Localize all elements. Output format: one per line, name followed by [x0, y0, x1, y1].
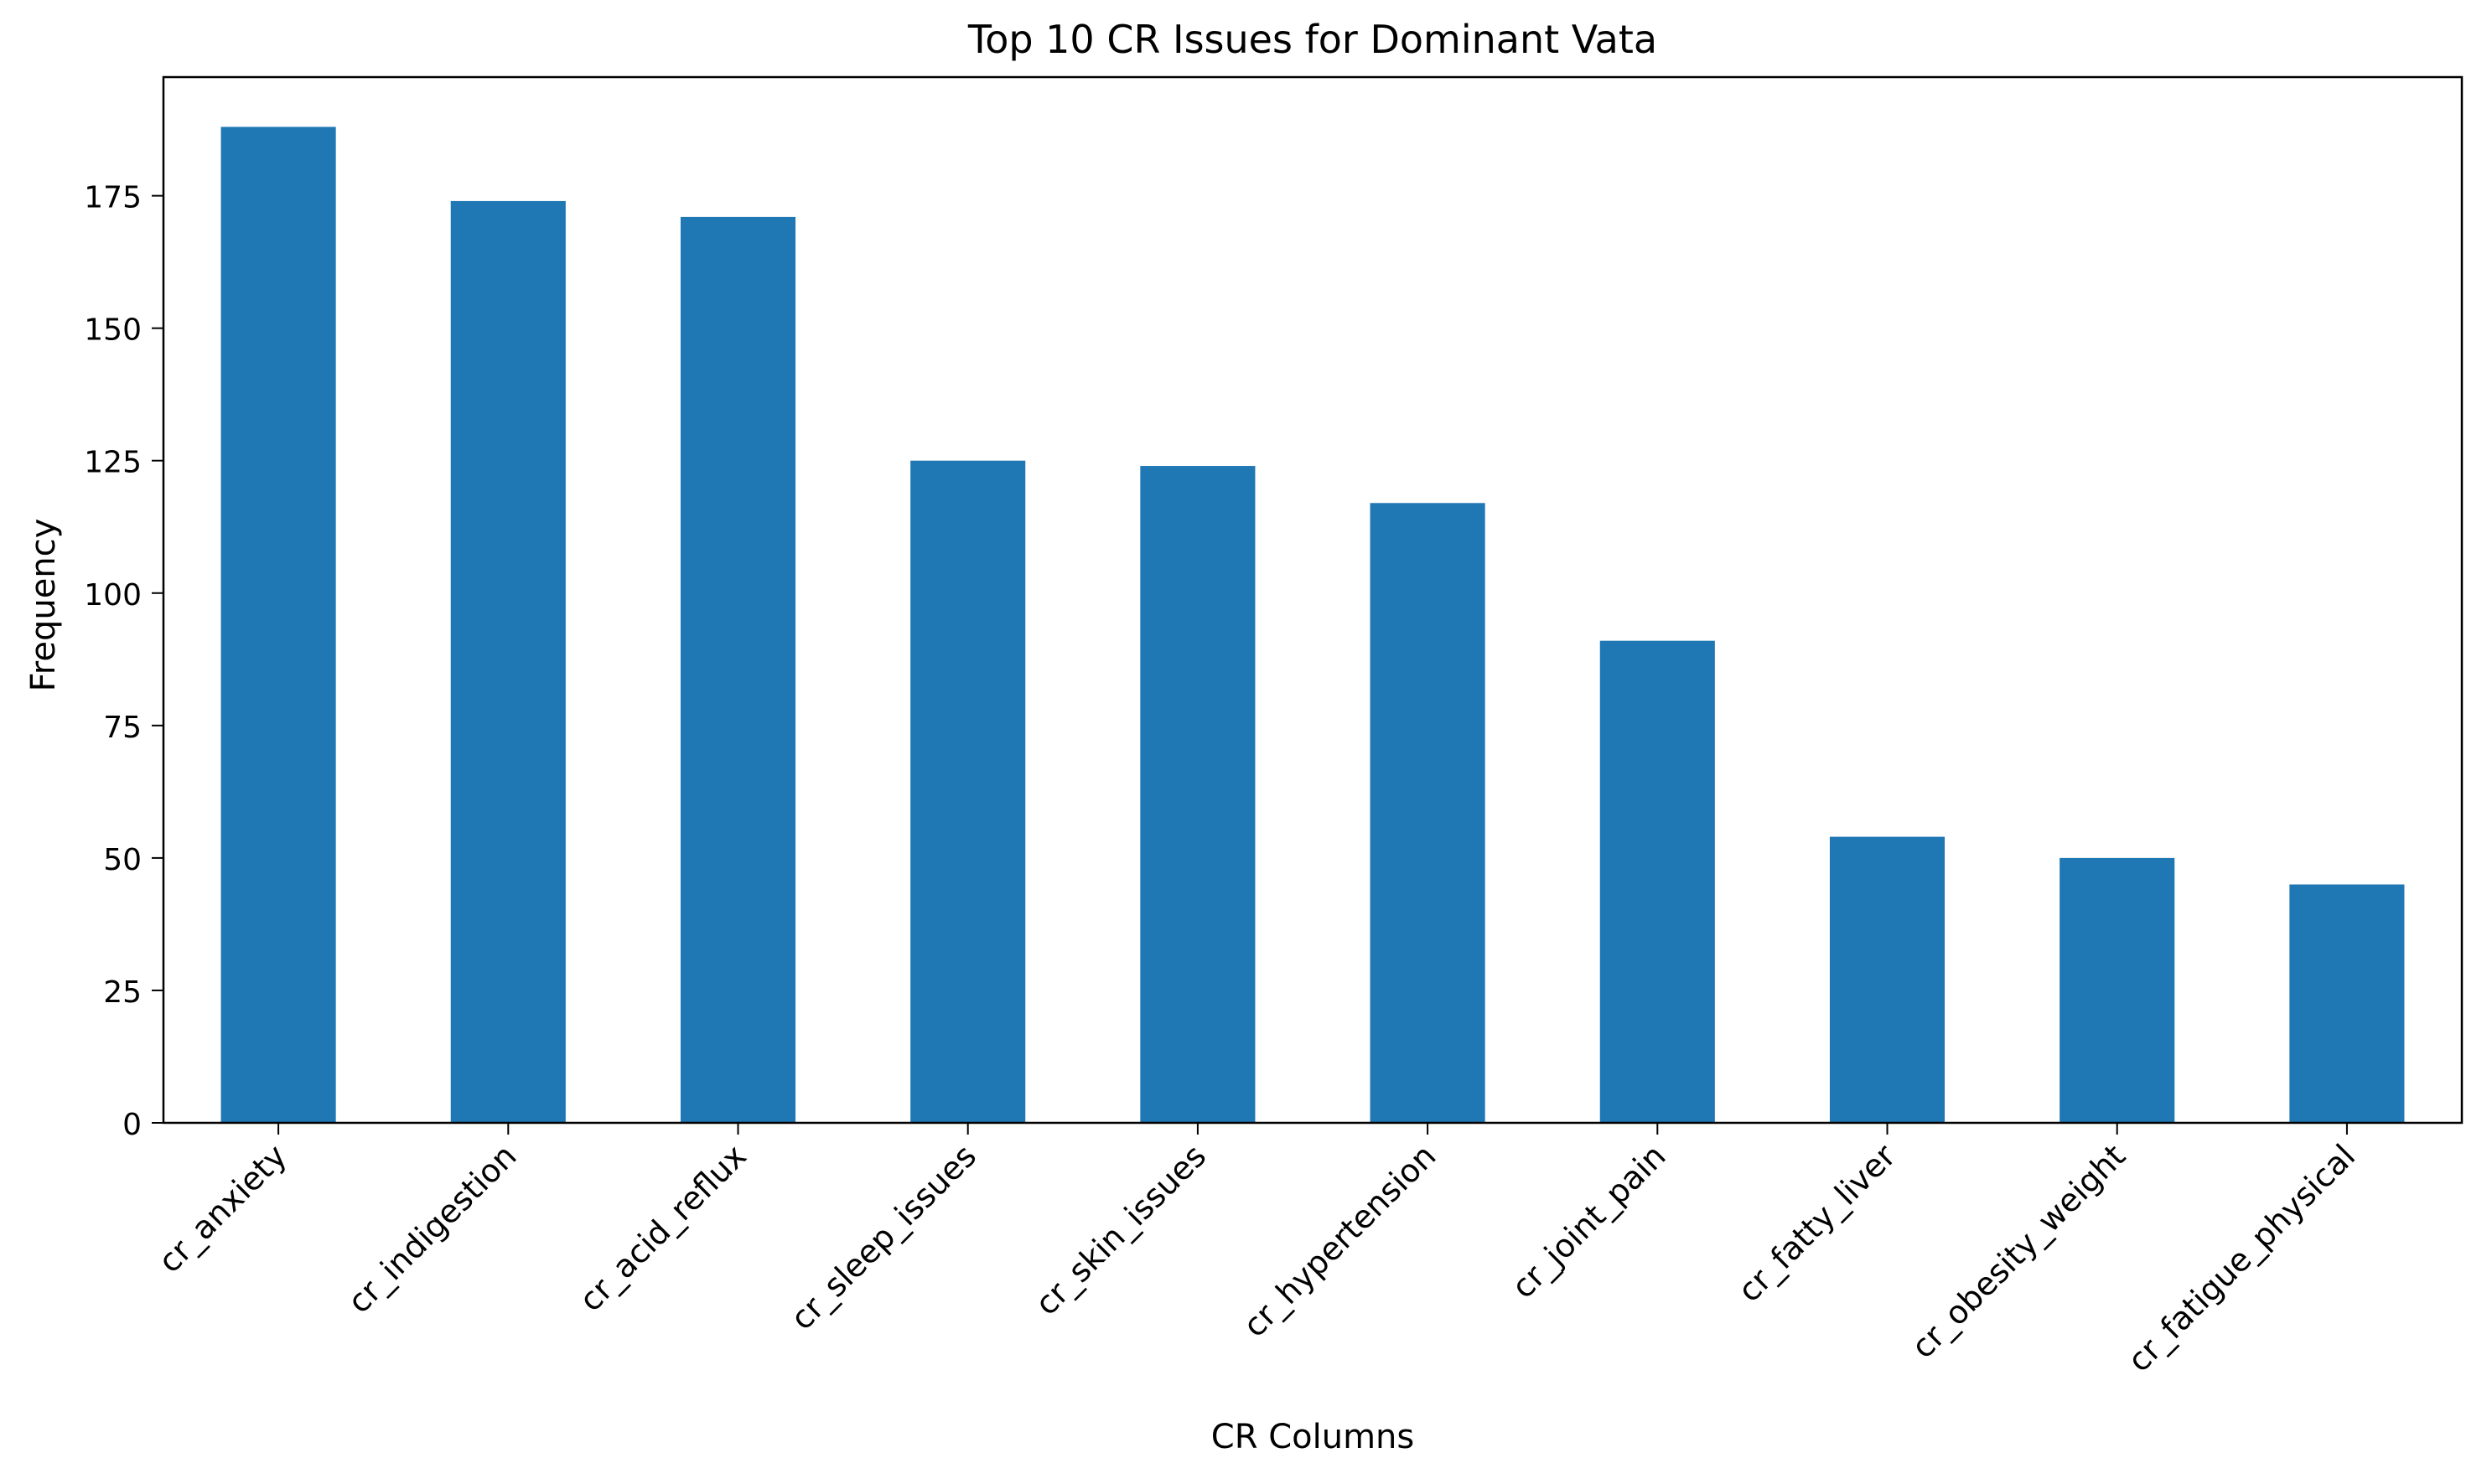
x-tick-label: cr_anxiety — [151, 1137, 293, 1280]
x-axis: cr_anxiety cr_indigestion cr_acid_reflux cr… — [151, 1123, 2362, 1379]
bar — [910, 460, 1026, 1123]
y-tick-label: 50 — [103, 843, 142, 877]
y-tick-label: 75 — [103, 711, 142, 745]
plot-area — [162, 75, 2464, 1125]
y-tick-label: 25 — [103, 975, 142, 1010]
x-tick-label: cr_hypertension — [1236, 1137, 1443, 1344]
x-tick-label: cr_skin_issues — [1028, 1137, 1213, 1322]
bar — [1829, 836, 1946, 1123]
y-tick-label: 150 — [84, 313, 142, 348]
x-tick-label: cr_acid_reflux — [572, 1137, 753, 1318]
bar — [1599, 640, 1715, 1123]
x-axis-label: CR Columns — [1211, 1418, 1414, 1456]
x-tick-label: cr_sleep_issues — [784, 1137, 983, 1337]
x-tick-label: cr_fatigue_physical — [2121, 1137, 2363, 1379]
bar — [2060, 857, 2175, 1123]
x-tick-label: cr_indigestion — [340, 1137, 523, 1320]
y-axis: 0 25 50 75 100 125 150 175 — [84, 181, 163, 1142]
bar — [2289, 884, 2405, 1123]
y-tick-label: 0 — [122, 1108, 142, 1142]
chart-title: Top 10 CR Issues for Dominant Vata — [967, 17, 1657, 62]
y-tick-label: 175 — [84, 181, 142, 215]
y-tick-label: 125 — [84, 446, 142, 480]
bar — [220, 127, 336, 1123]
bar — [1370, 503, 1485, 1123]
plot-frame — [162, 75, 2464, 1125]
y-axis-label: Frequency — [24, 519, 63, 692]
y-tick-label: 100 — [84, 578, 142, 613]
x-tick-label: cr_joint_pain — [1505, 1137, 1673, 1306]
bar — [450, 200, 566, 1123]
bar — [680, 216, 796, 1123]
x-tick-label: cr_obesity_weight — [1904, 1137, 2132, 1365]
bar — [1140, 466, 1256, 1123]
x-tick-label: cr_fatty_liver — [1731, 1137, 1903, 1309]
